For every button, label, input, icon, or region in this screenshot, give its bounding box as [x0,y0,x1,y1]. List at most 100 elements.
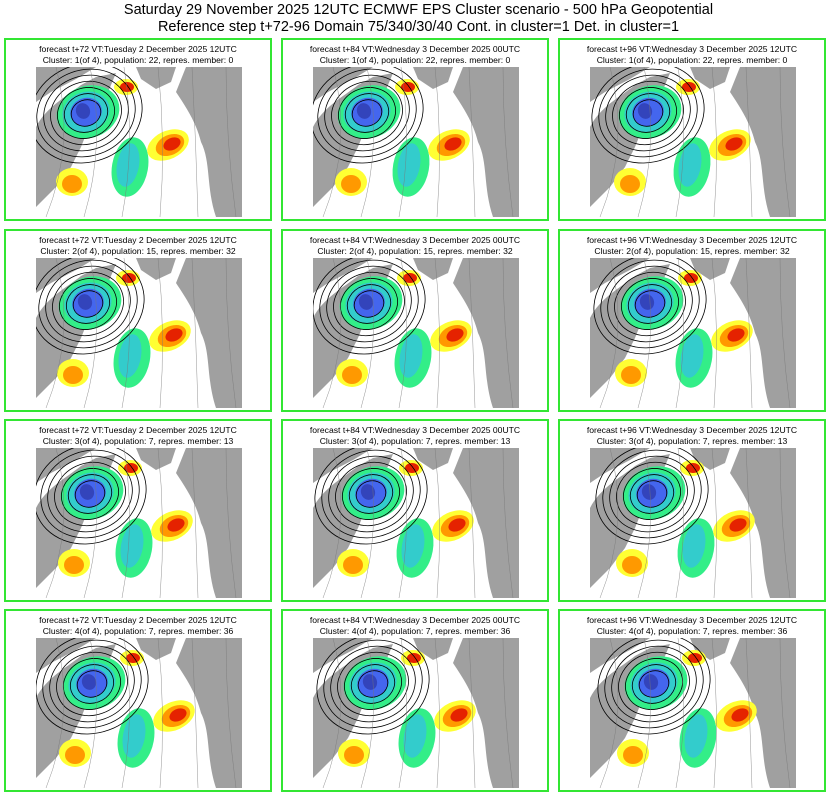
panel-cluster-label: Cluster: 3(of 4), population: 7, repres.… [319,436,511,446]
panel-cluster-label: Cluster: 1(of 4), population: 22, repres… [596,55,788,65]
positive-anomaly-south-mid [342,366,362,384]
geopotential-contour [40,449,140,539]
geopotential-contour [627,284,673,324]
graticule-line [711,67,717,217]
contour-layer [36,638,149,735]
positive-anomaly-strong [727,328,745,342]
graticule-line [83,638,97,788]
positive-anomaly-north-strong [124,463,138,473]
graticule-line [637,638,651,788]
geopotential-contour [593,258,707,355]
positive-anomaly-strong [165,328,183,342]
panel-forecast-label: forecast t+96 VT:Wednesday 3 December 20… [586,235,798,245]
contour-layer [597,638,711,735]
cluster-panel: forecast t+84 VT:Wednesday 3 December 20… [281,38,549,221]
graticule-line [360,638,374,788]
graticule-line [360,67,374,217]
geopotential-contour [45,265,131,343]
positive-anomaly-north-strong [126,653,140,663]
contour-layer [316,638,430,735]
geopotential-contour [357,670,389,698]
negative-trough-mid [120,524,144,568]
negative-anomaly-core [360,484,376,500]
positive-anomaly-strong [167,518,185,532]
panel-title: forecast t+84 VT:Wednesday 3 December 20… [283,615,547,637]
negative-anomaly-core [362,674,378,690]
geopotential-contour [634,290,666,318]
graticule-line [83,258,97,408]
land-mass [136,448,176,470]
cluster-panel: forecast t+84 VT:Wednesday 3 December 20… [281,419,549,602]
geopotential-contour [621,278,679,330]
graticule-line [322,638,342,788]
graticule-line [45,638,65,788]
graticule-line [502,638,514,788]
graticule-line [779,448,791,598]
land-mass [453,67,519,217]
geopotential-contour [353,290,385,318]
graticule-layer [599,258,791,408]
panel-title: forecast t+72 VT:Tuesday 2 December 2025… [6,44,270,66]
graticule-line [637,258,651,408]
geopotential-contour [340,278,398,330]
geopotential-contour [328,455,414,533]
negative-trough-mid [678,143,702,187]
panel-forecast-label: forecast t+96 VT:Wednesday 3 December 20… [586,615,798,625]
cluster-panel: forecast t+72 VT:Tuesday 2 December 2025… [4,38,272,221]
graticule-line [83,448,97,598]
anomaly-shading [59,650,195,768]
positive-anomaly-south-mid [623,746,643,764]
land-mass [690,258,730,280]
land-mass [690,638,730,660]
graticule-line [191,67,199,217]
positive-anomaly-south-mid [622,556,642,574]
geopotential-contour [321,449,421,539]
geopotential-contour [351,99,383,127]
geopotential-contour [63,658,121,710]
graticule-line [121,638,130,788]
geopotential-contour [331,80,403,146]
land-mass [690,448,730,470]
contour-layer [591,67,705,164]
map-canvas [36,67,242,217]
geopotential-contour [346,284,392,324]
land-mass [176,67,242,217]
graticule-line [322,258,342,408]
panel-cluster-label: Cluster: 3(of 4), population: 7, repres.… [596,436,788,446]
panel-forecast-label: forecast t+84 VT:Wednesday 3 December 20… [309,235,521,245]
geopotential-contour [76,670,108,698]
land-mass [730,448,796,598]
anomaly-shading [58,460,193,578]
graticule-line [779,638,791,788]
geopotential-contour [47,455,133,533]
positive-anomaly-strong [446,328,464,342]
geopotential-contour [609,455,695,533]
anomaly-shading [335,79,470,197]
negative-trough-mid [116,143,140,187]
land-mass [730,258,796,408]
land-mass [176,258,242,408]
graticule-line [675,67,684,217]
panel-title: forecast t+84 VT:Wednesday 3 December 20… [283,44,547,66]
geopotential-contour [342,468,400,520]
land-mass [313,638,373,673]
cluster-panel: forecast t+72 VT:Tuesday 2 December 2025… [4,609,272,792]
geopotential-contour [591,67,705,164]
map-canvas [36,638,242,788]
positive-anomaly-strong [444,137,462,151]
land-mass [136,258,176,280]
land-mass [176,638,242,788]
positive-anomaly-strong [450,708,468,722]
graticule-line [711,638,717,788]
panel-forecast-label: forecast t+96 VT:Wednesday 3 December 20… [586,425,798,435]
figure-title: Saturday 29 November 2025 12UTC ECMWF EP… [123,2,714,18]
negative-trough-mid [122,714,146,758]
geopotential-contour [638,670,670,698]
positive-anomaly-north-strong [122,273,136,283]
geopotential-contour [323,639,423,729]
graticule-line [398,67,407,217]
geopotential-contour [631,664,677,704]
panel-cluster-label: Cluster: 2(of 4), population: 15, repres… [40,246,236,256]
geopotential-contour [350,664,396,704]
positive-anomaly-south-mid [343,556,363,574]
